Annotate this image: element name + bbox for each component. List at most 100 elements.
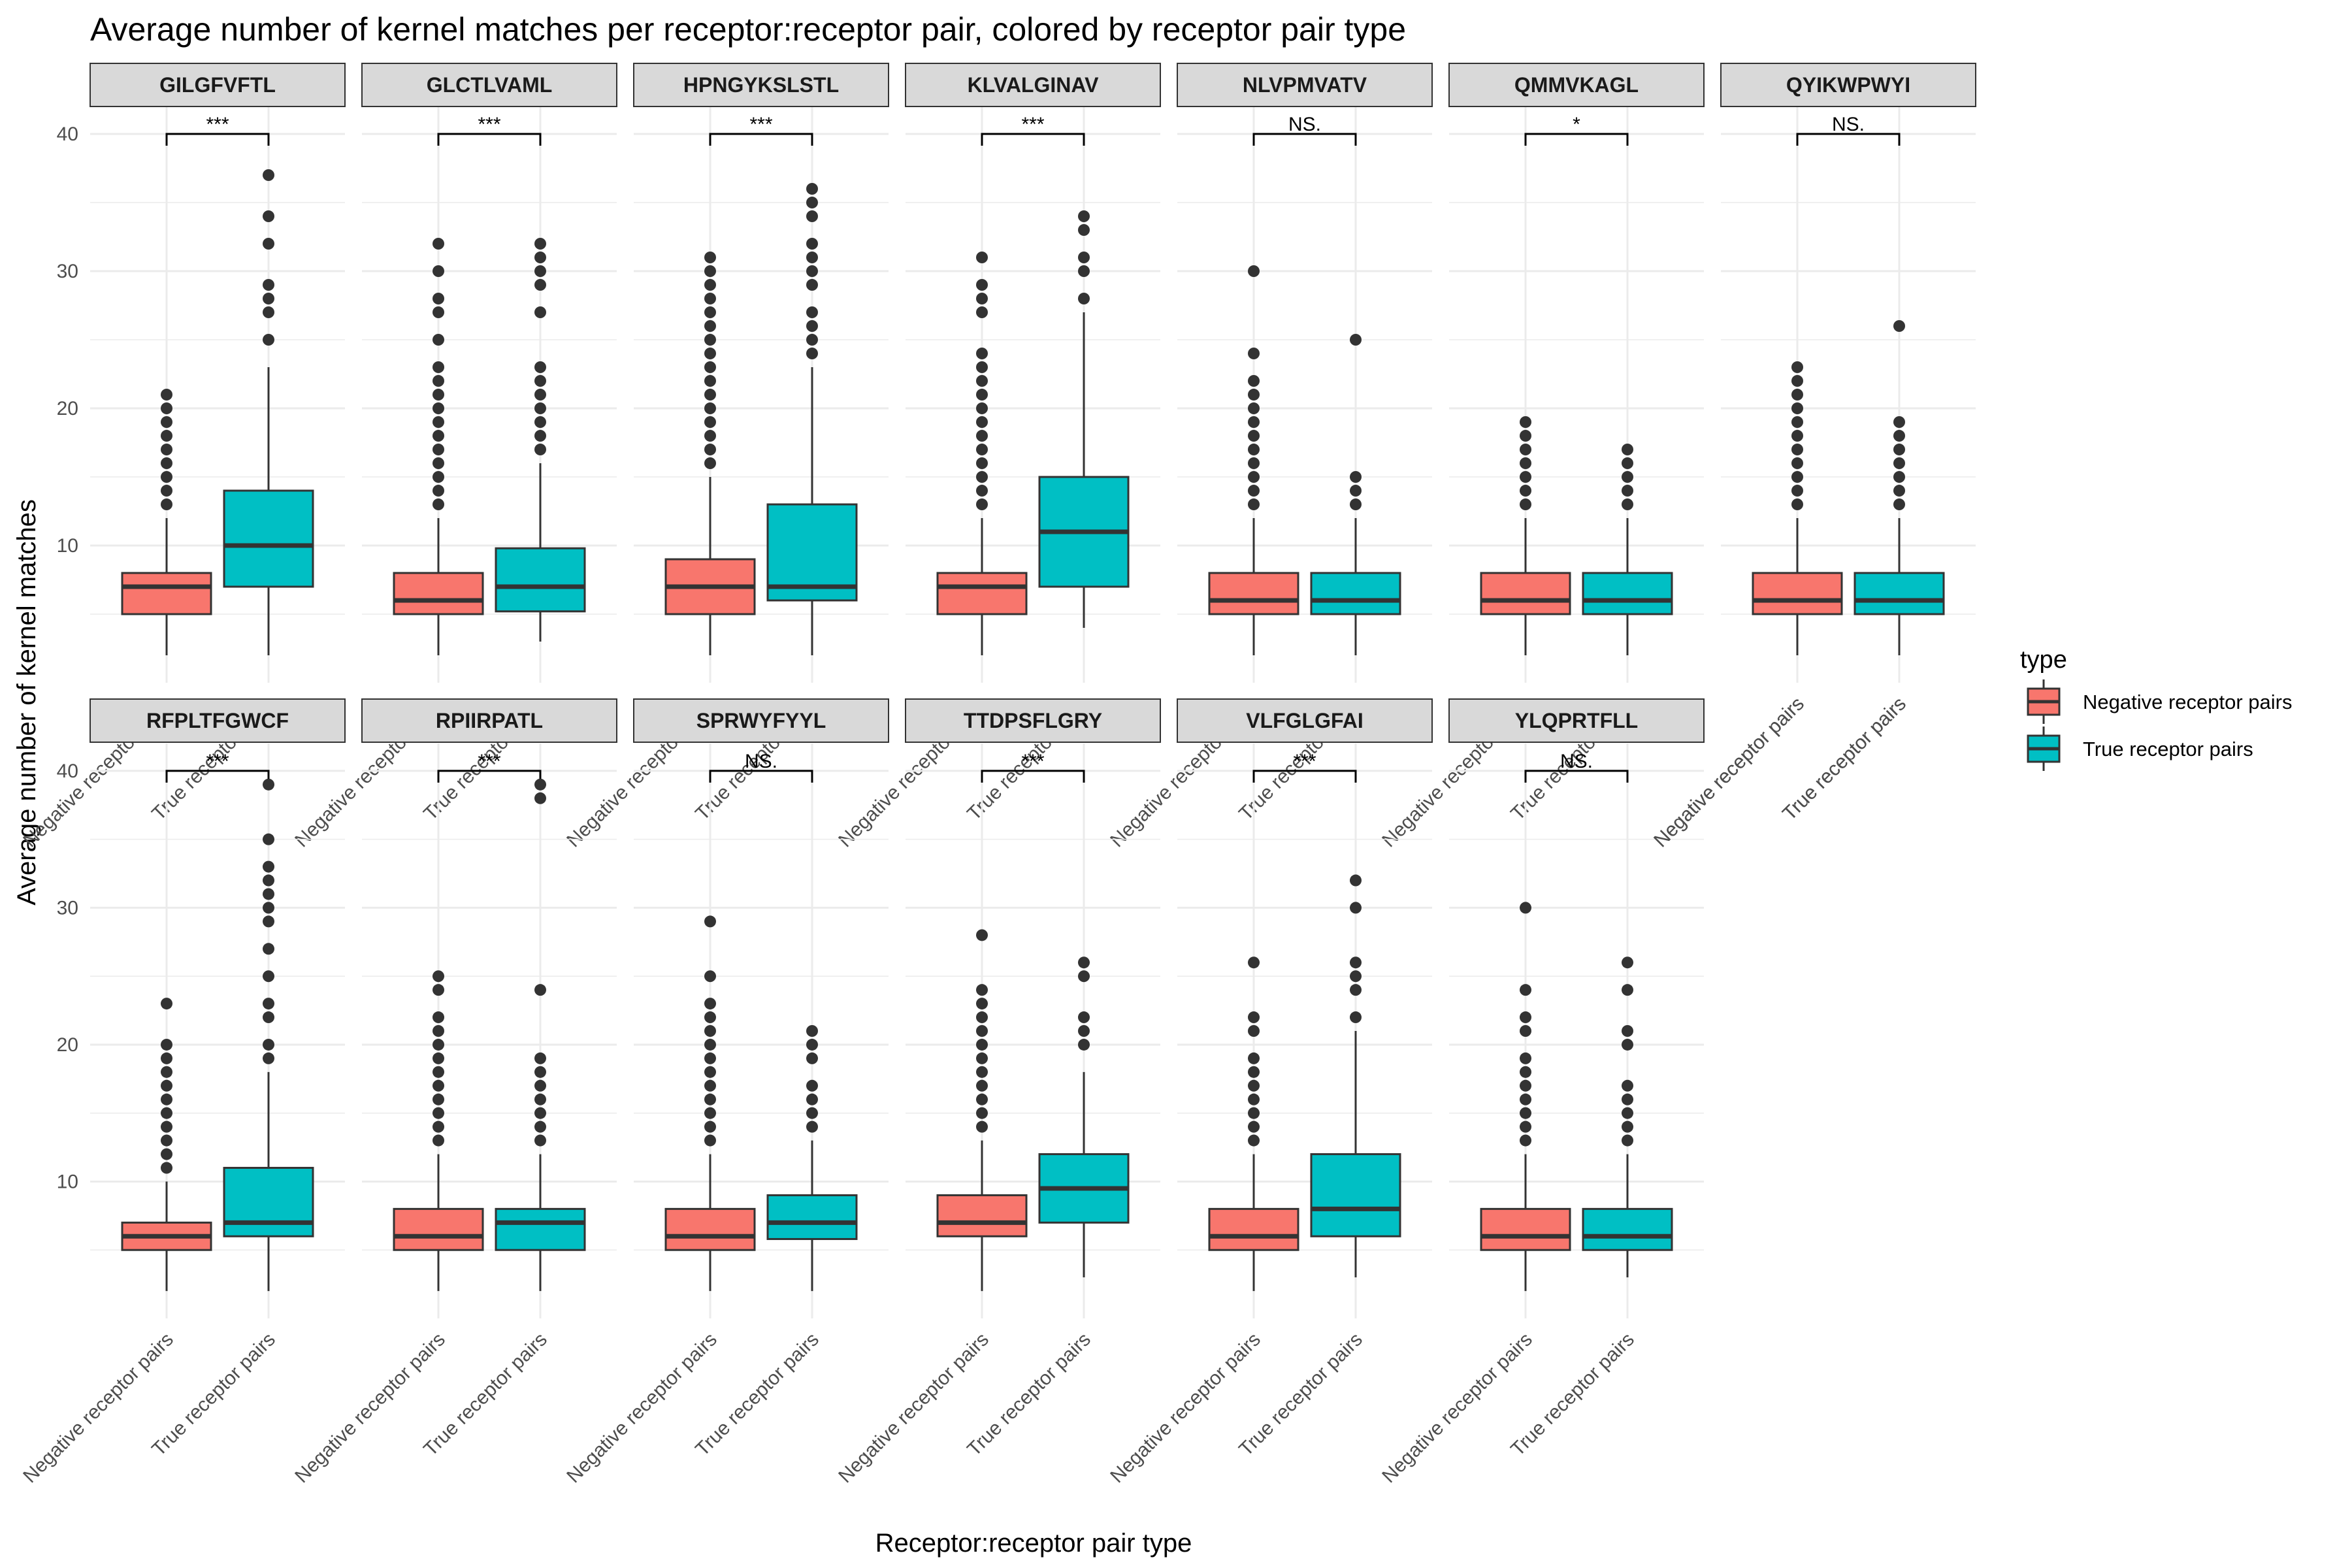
outlier-point <box>1248 348 1260 359</box>
outlier-point <box>433 498 444 510</box>
outlier-point <box>534 252 546 263</box>
outlier-point <box>433 1011 444 1024</box>
outlier-point <box>161 1120 172 1133</box>
outlier-point <box>433 375 444 387</box>
outlier-point <box>704 334 716 346</box>
outlier-point <box>806 334 818 346</box>
outlier-point <box>1248 1093 1260 1105</box>
outlier-point <box>1520 471 1531 483</box>
outlier-point <box>1893 498 1905 510</box>
facet-strip <box>90 63 346 107</box>
outlier-point <box>976 1025 988 1037</box>
outlier-point <box>1520 1134 1531 1147</box>
outlier-point <box>263 915 274 928</box>
facet-strip-label: KLVALGINAV <box>968 73 1100 97</box>
outlier-point <box>534 416 546 428</box>
outlier-point <box>1520 430 1531 442</box>
y-tick-label: 20 <box>57 1034 78 1056</box>
outlier-point <box>1622 1038 1633 1051</box>
outlier-point <box>1078 224 1090 236</box>
outlier-point <box>161 485 172 497</box>
outlier-point <box>976 498 988 510</box>
outlier-point <box>534 792 546 804</box>
outlier-point <box>1078 252 1090 263</box>
outlier-point <box>534 389 546 400</box>
facet-strip-label: VLFGLGFAI <box>1246 709 1364 732</box>
outlier-point <box>534 778 546 791</box>
outlier-point <box>704 375 716 387</box>
outlier-point <box>433 1107 444 1119</box>
outlier-point <box>1622 1025 1633 1037</box>
outlier-point <box>1248 375 1260 387</box>
facet-strip <box>1448 698 1705 743</box>
outlier-point <box>1350 334 1362 346</box>
significance-bracket <box>709 133 813 146</box>
outlier-point <box>1248 1107 1260 1119</box>
outlier-point <box>1520 984 1531 996</box>
outlier-point <box>263 238 274 250</box>
significance-bracket <box>1524 133 1629 146</box>
outlier-point <box>1622 1079 1633 1092</box>
facet-strip <box>633 698 889 743</box>
significance-label: *** <box>749 114 772 135</box>
outlier-point <box>806 1120 818 1133</box>
significance-bracket <box>981 770 1085 783</box>
outlier-point <box>1893 457 1905 469</box>
outlier-point <box>534 444 546 455</box>
outlier-point <box>1350 956 1362 969</box>
facet-strip-label: TTDPSFLGRY <box>964 709 1102 732</box>
chart-title: Average number of kernel matches per rec… <box>90 11 1406 48</box>
outlier-point <box>704 1107 716 1119</box>
legend-label: True receptor pairs <box>2083 738 2253 760</box>
outlier-point <box>1078 1038 1090 1051</box>
outlier-point <box>806 1025 818 1037</box>
outlier-point <box>433 970 444 983</box>
outlier-point <box>1350 471 1362 483</box>
outlier-point <box>1893 430 1905 442</box>
significance-bracket <box>1252 133 1357 146</box>
outlier-point <box>161 457 172 469</box>
outlier-point <box>704 1079 716 1092</box>
facet-strip-label: SPRWYFYYL <box>696 709 826 732</box>
outlier-point <box>161 430 172 442</box>
legend-entry: Negative receptor pairs <box>2027 679 2293 724</box>
outlier-point <box>534 1107 546 1119</box>
facet-strip-label: GLCTLVAML <box>427 73 553 97</box>
outlier-point <box>1248 485 1260 497</box>
outlier-point <box>161 1107 172 1119</box>
outlier-point <box>1791 402 1803 414</box>
outlier-point <box>976 1107 988 1119</box>
outlier-point <box>704 430 716 442</box>
outlier-point <box>1622 485 1633 497</box>
outlier-point <box>1791 485 1803 497</box>
outlier-point <box>1248 1134 1260 1147</box>
significance-label: *** <box>478 751 500 772</box>
facet-panels: GILGFVFTL *** 10 20 30 40 Negative receptor pa… <box>19 63 1976 1487</box>
outlier-point <box>806 1093 818 1105</box>
outlier-point <box>263 279 274 291</box>
outlier-point <box>704 402 716 414</box>
outlier-point <box>1350 970 1362 983</box>
outlier-point <box>433 984 444 996</box>
outlier-point <box>1248 457 1260 469</box>
outlier-point <box>263 778 274 791</box>
outlier-point <box>806 252 818 263</box>
outlier-point <box>263 998 274 1010</box>
outlier-point <box>1791 471 1803 483</box>
outlier-point <box>263 874 274 887</box>
outlier-point <box>976 1093 988 1105</box>
outlier-point <box>1520 444 1531 455</box>
outlier-point <box>1248 471 1260 483</box>
outlier-point <box>976 389 988 400</box>
outlier-point <box>976 998 988 1010</box>
outlier-point <box>534 1134 546 1147</box>
outlier-point <box>263 1052 274 1064</box>
outlier-point <box>1350 485 1362 497</box>
outlier-point <box>1622 956 1633 969</box>
significance-bracket <box>437 133 542 146</box>
significance-bracket <box>1524 770 1629 783</box>
outlier-point <box>433 306 444 318</box>
box <box>495 547 586 613</box>
y-tick-label: 20 <box>57 398 78 419</box>
outlier-point <box>704 1066 716 1078</box>
